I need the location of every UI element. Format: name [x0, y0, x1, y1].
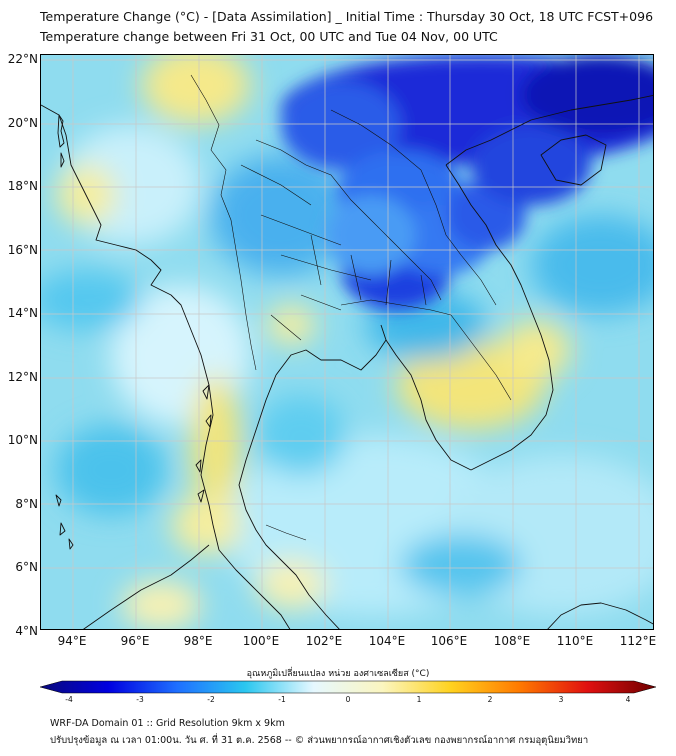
lon-label: 106°E [430, 634, 468, 648]
map-canvas [41, 55, 653, 629]
temperature-change-map [40, 54, 654, 630]
colorbar-bar [40, 680, 656, 694]
coastlines [41, 94, 653, 629]
lon-label: 112°E [619, 634, 657, 648]
gridlines [41, 55, 653, 629]
colorbar-tick: -3 [136, 695, 144, 704]
lat-label: 18°N [7, 179, 38, 193]
footer-model-info: WRF-DA Domain 01 :: Grid Resolution 9km … [50, 718, 285, 729]
colorbar-tick: -4 [65, 695, 73, 704]
lon-label: 100°E [242, 634, 280, 648]
footer-credit: ปรับปรุงข้อมูล ณ เวลา 01:00น. วัน ศ. ที่… [50, 735, 589, 746]
colorbar-tick: -2 [207, 695, 215, 704]
lat-label: 6°N [15, 560, 38, 574]
lat-label: 10°N [7, 433, 38, 447]
colorbar-tick: 3 [558, 695, 564, 704]
lat-label: 4°N [15, 624, 38, 638]
colorbar-title: อุณหภูมิเปลี่ยนแปลง หน่วย องศาเซลเซียส (… [246, 669, 430, 679]
lat-label: 16°N [7, 243, 38, 257]
lon-label: 98°E [183, 634, 213, 648]
lon-label: 102°E [305, 634, 343, 648]
colorbar-tick: 1 [416, 695, 422, 704]
lat-label: 20°N [7, 116, 38, 130]
lat-label: 12°N [7, 370, 38, 384]
lon-label: 96°E [120, 634, 150, 648]
colorbar-tick: 2 [487, 695, 493, 704]
lon-label: 110°E [556, 634, 594, 648]
lat-label: 8°N [15, 497, 38, 511]
colorbar-tick: -1 [278, 695, 286, 704]
temperature-field [41, 55, 653, 629]
lon-label: 104°E [368, 634, 406, 648]
colorbar-tick: 0 [345, 695, 351, 704]
borders [190, 74, 512, 541]
map-subtitle: Temperature change between Fri 31 Oct, 0… [40, 29, 498, 44]
colorbar-tick: 4 [625, 695, 631, 704]
lon-label: 94°E [57, 634, 87, 648]
lat-label: 22°N [7, 52, 38, 66]
colorbar [40, 680, 656, 694]
lon-label: 108°E [493, 634, 531, 648]
lat-label: 14°N [7, 306, 38, 320]
map-title: Temperature Change (°C) - [Data Assimila… [40, 9, 654, 24]
